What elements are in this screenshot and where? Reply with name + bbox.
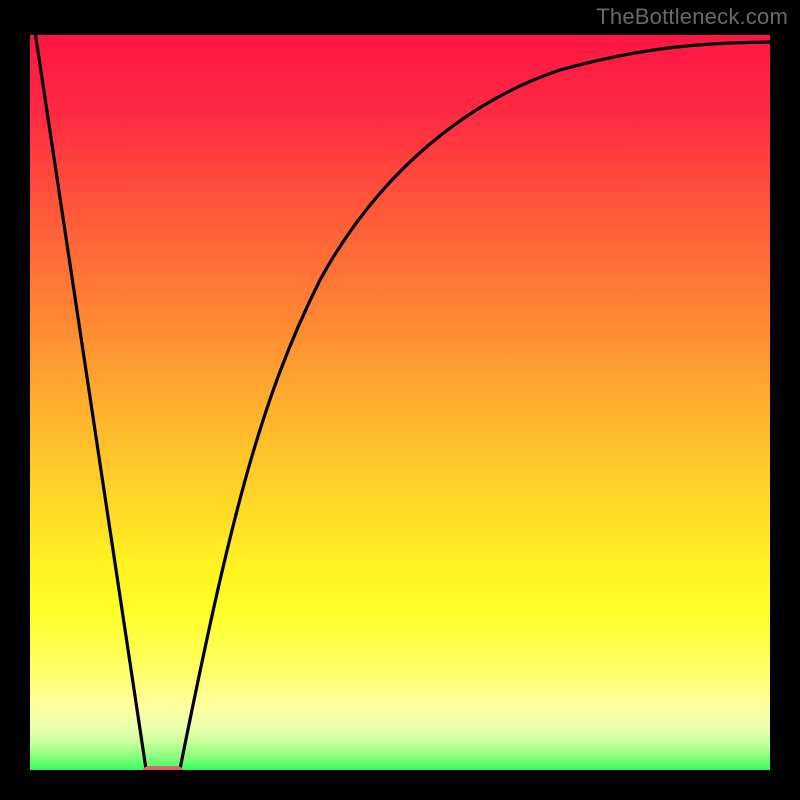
watermark-text: TheBottleneck.com [596,4,788,30]
plot-area [20,25,780,780]
gradient-background [20,25,780,780]
bottleneck-chart [0,0,800,800]
chart-container: TheBottleneck.com [0,0,800,800]
